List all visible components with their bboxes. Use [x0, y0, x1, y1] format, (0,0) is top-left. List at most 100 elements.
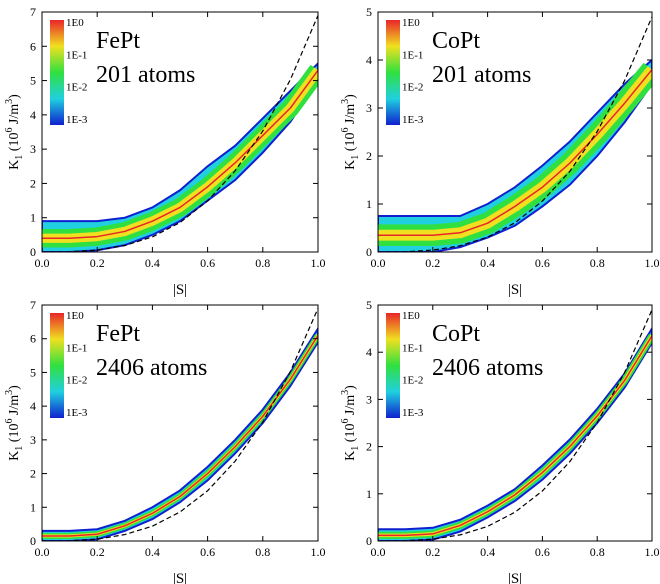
y-tick-label: 5: [366, 5, 372, 19]
y-tick-label: 6: [30, 332, 36, 346]
y-axis-label: K1 (106 J/m3): [4, 94, 25, 170]
y-tick-label: 0: [30, 245, 36, 259]
y-label-part: 1: [350, 446, 361, 451]
x-tick-label: 0.8: [590, 545, 605, 559]
colorbar-label: 1E-3: [402, 407, 424, 419]
colorbar: [50, 20, 64, 125]
x-tick-label: 0.0: [371, 545, 386, 559]
y-label-part: 3: [340, 99, 351, 104]
density-core: [42, 334, 318, 537]
y-label-part: 6: [4, 419, 15, 424]
colorbar-label: 1E-2: [402, 82, 423, 94]
y-tick-label: 4: [366, 53, 372, 67]
y-label-part: J/m: [7, 395, 22, 419]
x-tick-label: 0.2: [425, 545, 440, 559]
y-label-part: ): [7, 385, 22, 390]
density-core: [42, 69, 318, 240]
y-label-part: 3: [4, 390, 15, 395]
x-tick-label: 1.0: [645, 256, 660, 270]
y-label-part: (10: [343, 424, 358, 446]
density-high: [378, 66, 652, 241]
colorbar-label: 1E-1: [402, 342, 423, 354]
y-label-part: 6: [340, 419, 351, 424]
frame: [41, 304, 319, 542]
y-tick-label: 5: [30, 74, 36, 88]
x-tick-label: 0.8: [255, 256, 270, 270]
plot-area: [42, 308, 318, 541]
colorbar-label: 1E-3: [66, 114, 88, 126]
y-tick-label: 3: [30, 433, 36, 447]
y-tick-label: 5: [366, 298, 372, 312]
y-label-part: 3: [340, 390, 351, 395]
colorbar-label: 1E0: [402, 310, 420, 322]
x-axis-label: |S|: [173, 282, 187, 298]
y-label-part: J/m: [343, 395, 358, 419]
colorbar-label: 1E-2: [402, 375, 423, 387]
y-tick-label: 0: [366, 245, 372, 259]
y-tick-label: 2: [366, 440, 372, 454]
plot-area: [42, 15, 318, 252]
panel-title: FePt: [96, 28, 140, 54]
panel-title: 201 atoms: [96, 62, 195, 88]
y-tick-label: 7: [30, 298, 36, 312]
colorbar-label: 1E0: [66, 17, 84, 29]
x-tick-label: 0.6: [535, 256, 550, 270]
frame: [377, 11, 653, 253]
x-tick-label: 1.0: [311, 256, 326, 270]
y-label-part: ): [343, 385, 358, 390]
y-tick-label: 2: [366, 149, 372, 163]
y-tick-label: 1: [366, 487, 372, 501]
colorbar-label: 1E-3: [402, 114, 424, 126]
frame: [377, 304, 653, 542]
colorbar: [50, 313, 64, 418]
y-tick-label: 3: [30, 142, 36, 156]
y-tick-label: 4: [30, 108, 36, 122]
panel-title: 2406 atoms: [432, 355, 543, 381]
y-label-part: K: [7, 451, 22, 461]
x-tick-label: 0.4: [145, 256, 160, 270]
y-label-part: K: [7, 160, 22, 170]
y-tick-label: 4: [366, 345, 372, 359]
x-tick-label: 0.4: [145, 545, 160, 559]
plot-area: [378, 16, 652, 252]
y-tick-label: 4: [30, 399, 36, 413]
y-tick-label: 1: [30, 211, 36, 225]
frame: [41, 11, 319, 253]
colorbar-label: 1E-2: [66, 82, 87, 94]
y-label-part: K: [343, 160, 358, 170]
y-tick-label: 6: [30, 39, 36, 53]
colorbar-label: 1E-1: [402, 49, 423, 61]
y-label-part: 6: [4, 128, 15, 133]
x-tick-label: 0.4: [480, 545, 495, 559]
y-label-part: ): [343, 94, 358, 99]
colorbar-label: 1E0: [402, 17, 420, 29]
y-tick-label: 2: [30, 176, 36, 190]
y-label-part: 1: [14, 446, 25, 451]
x-tick-label: 0.0: [35, 256, 50, 270]
plot-area: [378, 309, 652, 541]
y-axis-label: K1 (106 J/m3): [4, 385, 25, 461]
x-tick-label: 0.6: [200, 545, 215, 559]
x-tick-label: 0.0: [371, 256, 386, 270]
y-label-part: J/m: [343, 104, 358, 128]
y-label-part: J/m: [7, 104, 22, 128]
x-tick-label: 0.6: [535, 545, 550, 559]
y-label-part: 1: [14, 155, 25, 160]
x-tick-label: 0.6: [200, 256, 215, 270]
y-label-part: (10: [343, 133, 358, 155]
y-label-part: (10: [7, 424, 22, 446]
panel-title: 2406 atoms: [96, 355, 207, 381]
x-axis-label: |S|: [173, 571, 187, 584]
y-label-part: ): [7, 94, 22, 99]
y-tick-label: 5: [30, 365, 36, 379]
x-tick-label: 0.2: [425, 256, 440, 270]
panel-title: CoPt: [432, 28, 480, 54]
density-core: [378, 69, 652, 236]
y-axis-label: K1 (106 J/m3): [340, 385, 361, 461]
x-tick-label: 0.0: [35, 545, 50, 559]
y-tick-label: 2: [30, 467, 36, 481]
x-axis-label: |S|: [508, 282, 522, 298]
